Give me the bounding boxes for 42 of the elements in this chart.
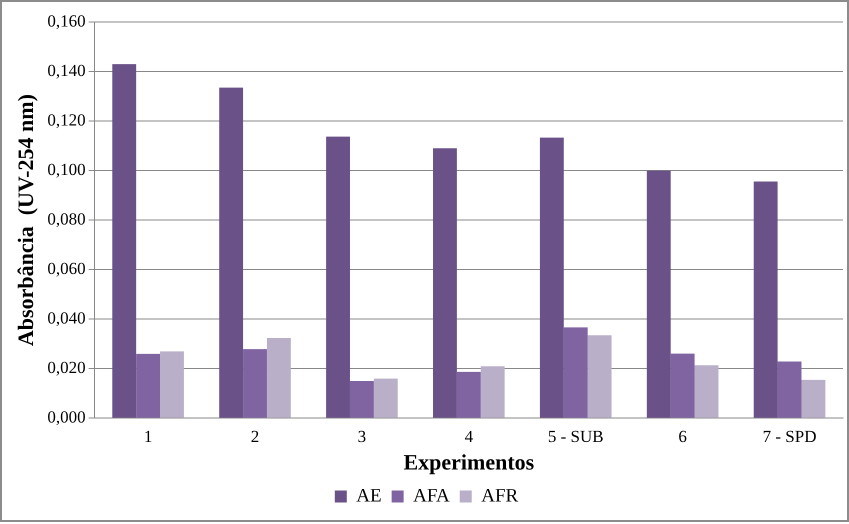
bar bbox=[646, 170, 671, 418]
bar bbox=[160, 351, 184, 418]
bar bbox=[219, 88, 244, 418]
bar bbox=[540, 138, 564, 418]
x-axis-title: Experimentos bbox=[403, 449, 535, 474]
bar bbox=[374, 378, 398, 418]
y-tick-label: 0,100 bbox=[47, 160, 86, 180]
bar bbox=[694, 365, 718, 418]
legend-label: AE bbox=[356, 485, 382, 506]
y-tick-label: 0,120 bbox=[47, 110, 86, 130]
x-tick-label: 4 bbox=[464, 426, 474, 446]
y-tick-label: 0,080 bbox=[47, 210, 86, 229]
y-tick-label: 0,140 bbox=[47, 60, 86, 80]
bar bbox=[112, 64, 136, 418]
bar bbox=[588, 335, 612, 418]
bar bbox=[243, 349, 267, 418]
bar bbox=[326, 136, 350, 418]
y-tick-label: 0,020 bbox=[47, 358, 86, 378]
x-tick-label: 6 bbox=[678, 426, 687, 446]
y-tick-label: 0,040 bbox=[47, 308, 86, 328]
bar bbox=[564, 327, 588, 418]
bar bbox=[350, 381, 374, 418]
bar bbox=[754, 181, 778, 418]
bar bbox=[456, 372, 481, 418]
legend-label: AFR bbox=[481, 485, 519, 506]
bar bbox=[801, 380, 826, 418]
bar bbox=[480, 366, 505, 418]
y-tick-label: 0,060 bbox=[47, 259, 86, 278]
y-axis-title: Absorbância (UV-254 nm) bbox=[12, 94, 38, 346]
x-tick-label: 5 - SUB bbox=[548, 426, 604, 446]
x-tick-label: 7 - SPD bbox=[762, 426, 816, 446]
x-tick-label: 2 bbox=[250, 426, 260, 446]
x-tick-label: 3 bbox=[358, 426, 366, 446]
bar bbox=[433, 148, 457, 418]
y-tick-label: 0,160 bbox=[47, 11, 86, 30]
bar bbox=[670, 354, 695, 418]
bar bbox=[266, 338, 291, 418]
legend-label: AFA bbox=[413, 485, 450, 506]
bar bbox=[136, 354, 160, 418]
x-tick-label: 1 bbox=[144, 426, 152, 446]
bar bbox=[778, 361, 802, 418]
y-tick-label: 0,000 bbox=[47, 408, 86, 427]
